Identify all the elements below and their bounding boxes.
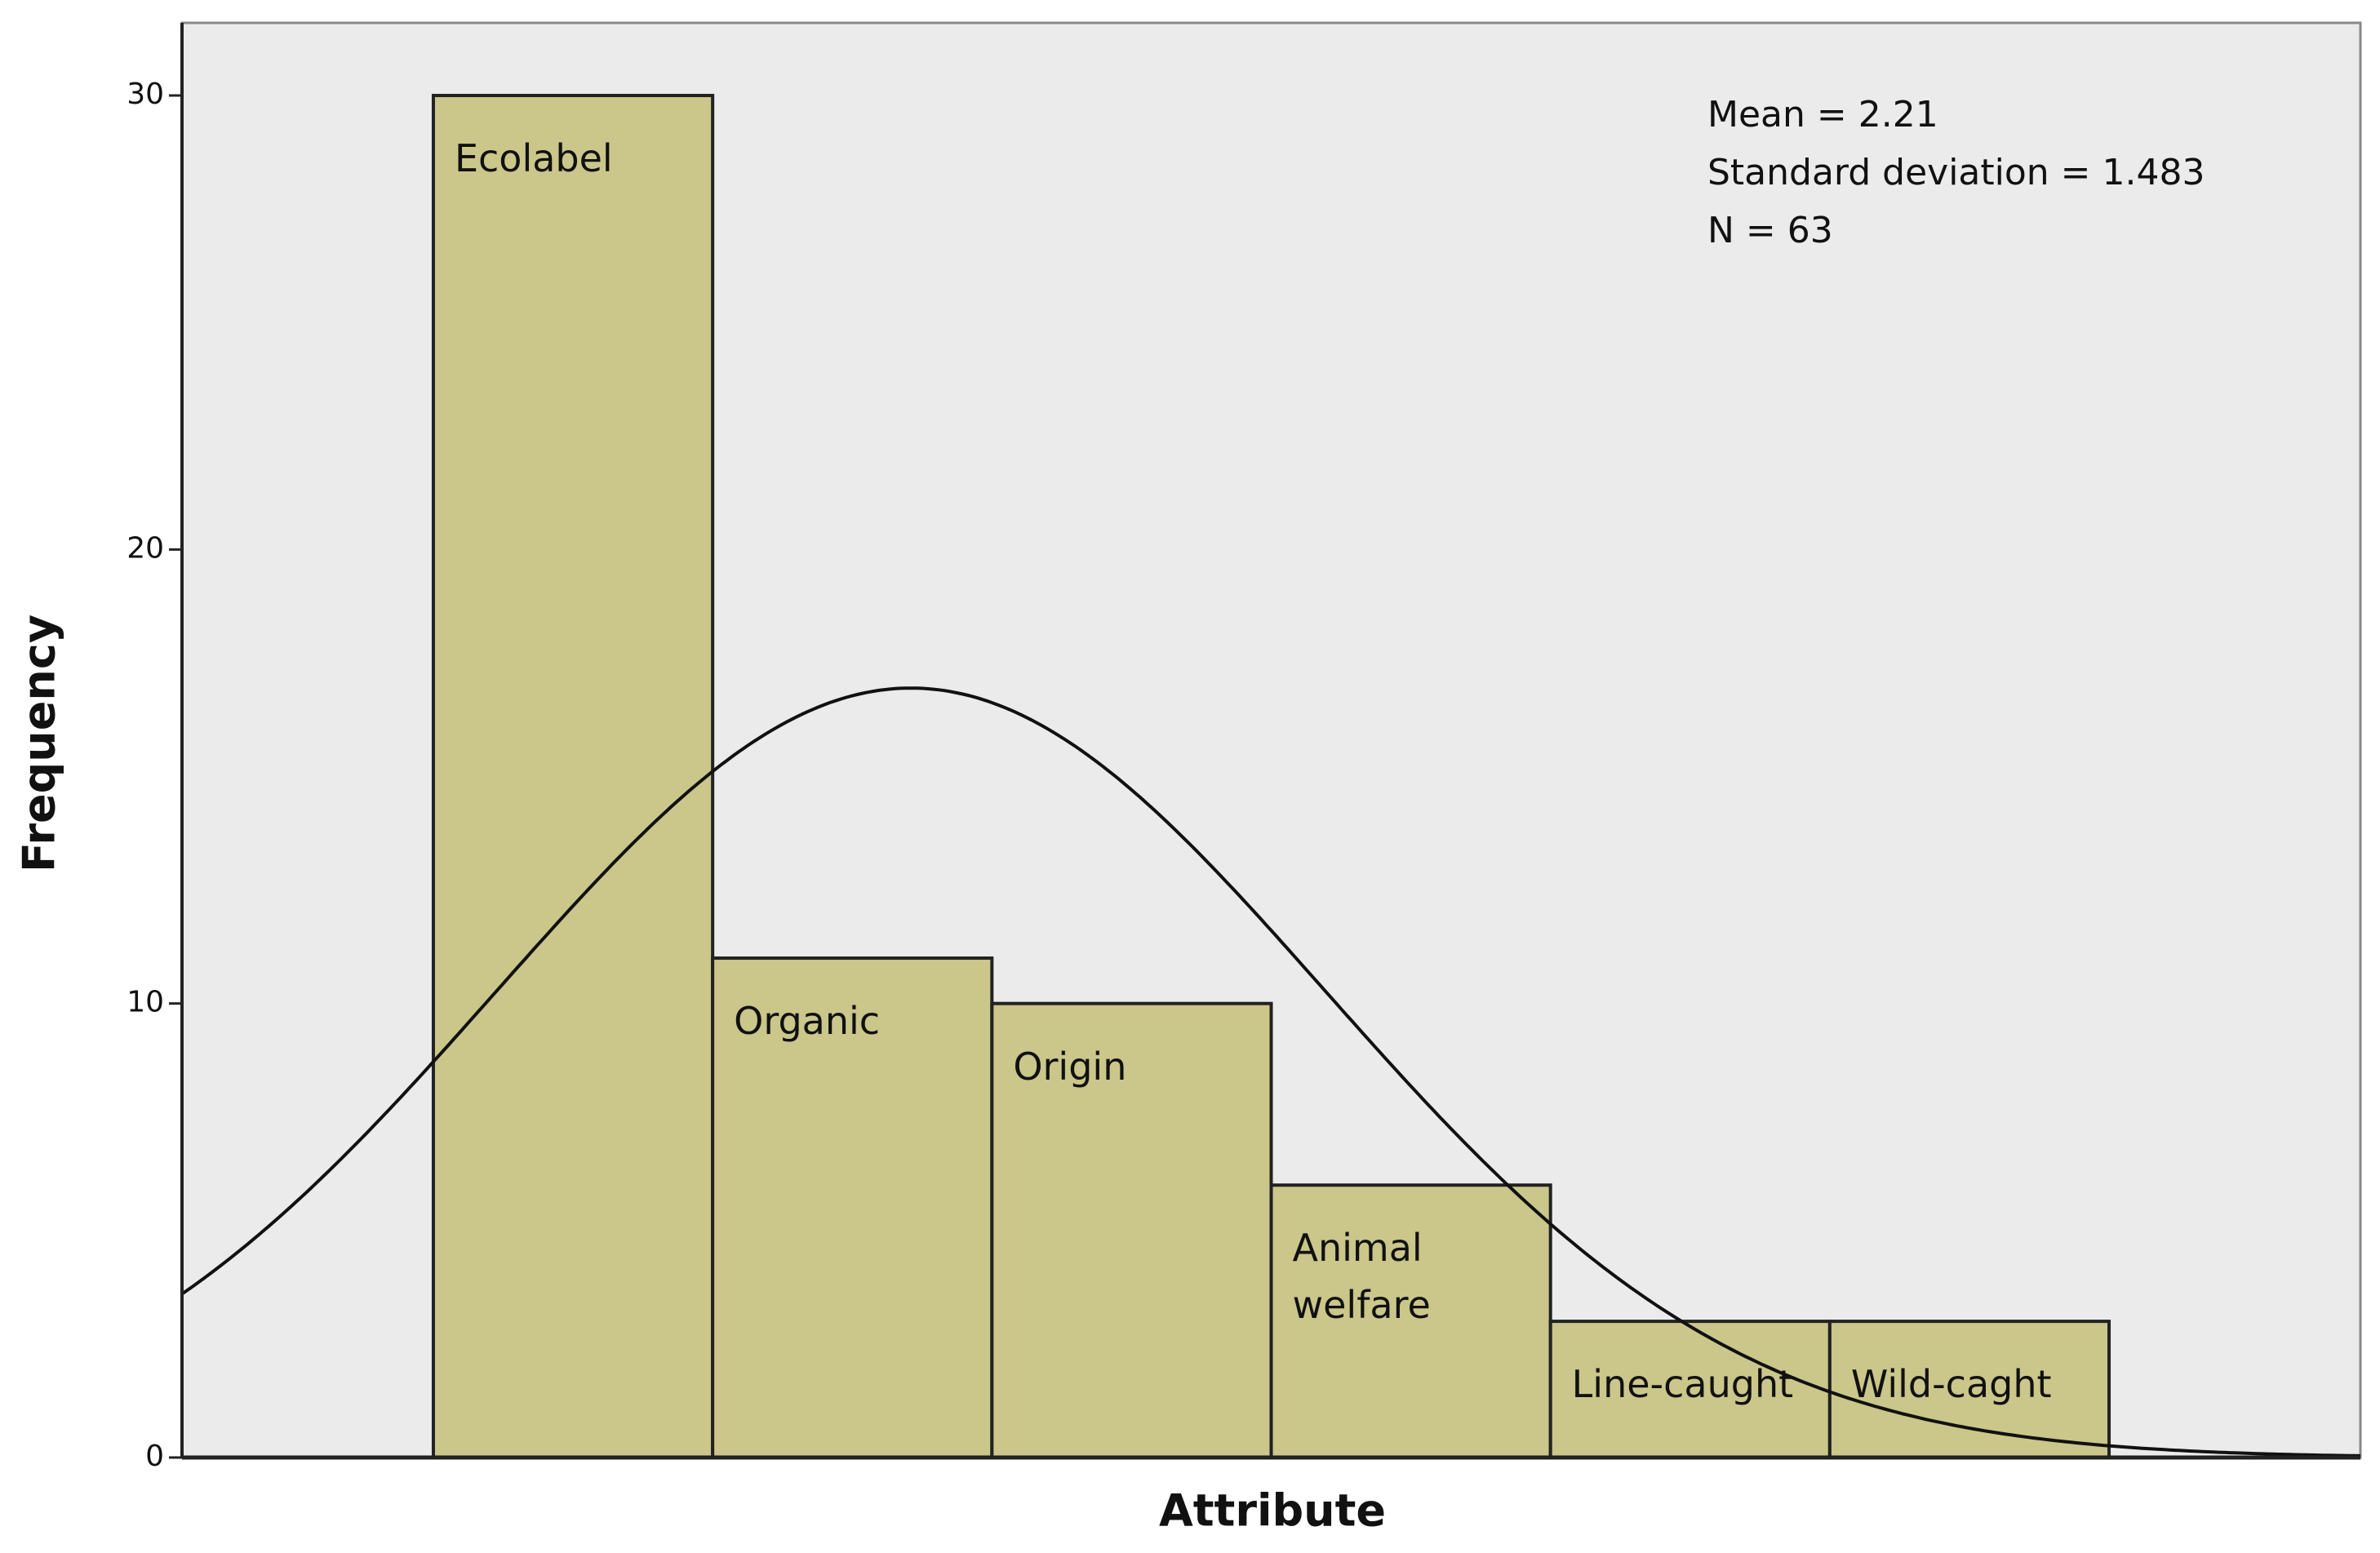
bar <box>1827 1320 2111 1460</box>
annotation: Mean = 2.21 <box>1707 94 1938 135</box>
bar <box>431 94 715 1459</box>
y-tick-label: 20 <box>127 531 164 565</box>
bar-label: Animal welfare <box>1292 1226 1431 1328</box>
y-axis-title: Frequency <box>14 615 65 872</box>
bar-label: Wild-caght <box>1850 1362 2052 1407</box>
bar <box>1269 1183 1552 1459</box>
bar-label: Ecolabel <box>454 136 613 180</box>
annotation: N = 63 <box>1707 210 1833 251</box>
y-tick-label: 10 <box>127 986 164 1019</box>
y-tick-label: 30 <box>127 78 164 111</box>
normal-curve <box>180 686 2361 1458</box>
bar <box>1548 1320 1832 1460</box>
bar-label: Organic <box>734 999 881 1044</box>
y-tick-label: 0 <box>145 1440 164 1473</box>
bar-label: Line-caught <box>1571 1362 1794 1407</box>
annotation: Standard deviation = 1.483 <box>1707 152 2205 193</box>
bar-label: Origin <box>1013 1044 1127 1089</box>
x-axis-title: Attribute <box>1159 1485 1386 1537</box>
bar <box>990 1001 1273 1459</box>
